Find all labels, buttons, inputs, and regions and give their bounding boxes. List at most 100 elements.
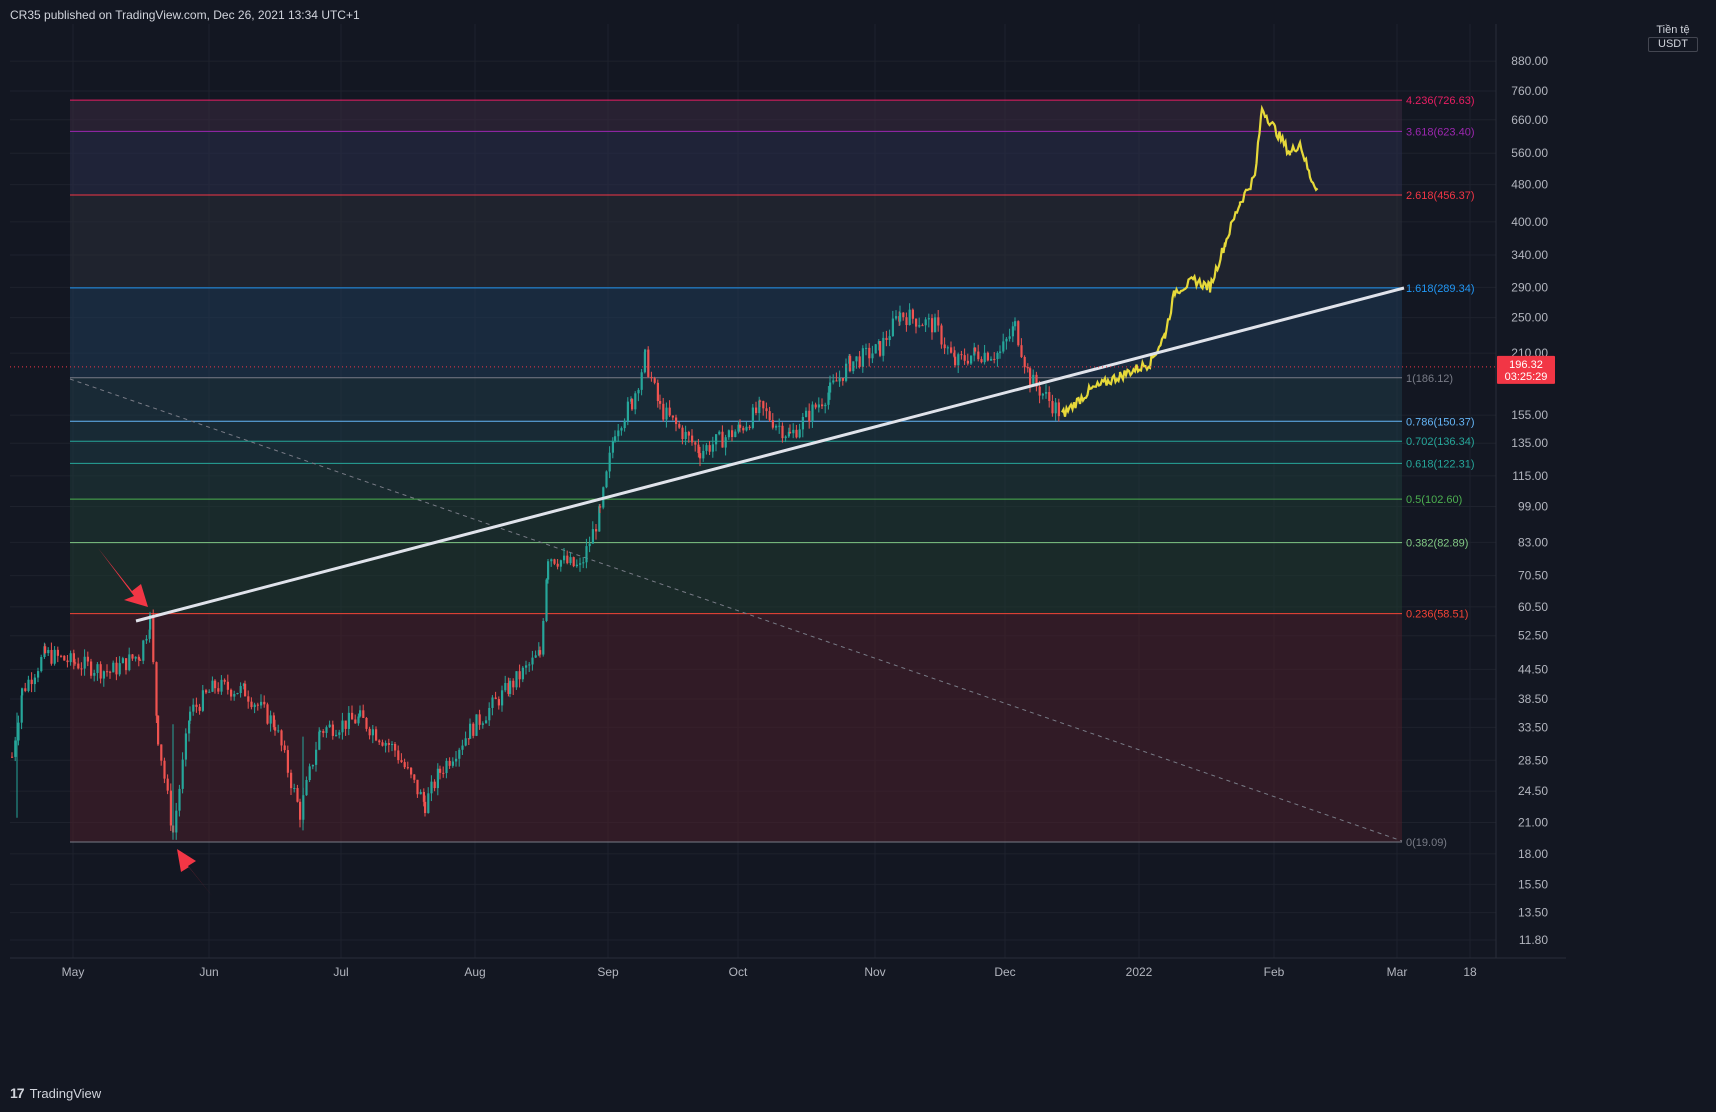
fib-level-label: 0(19.09) [1406,837,1447,849]
candle-body [986,352,989,361]
candle-body [999,351,1002,353]
candle-body [40,657,43,672]
candle-body [106,671,109,673]
candle-body [63,655,66,661]
candle-body [545,579,548,621]
candle-body [721,431,724,448]
candle-body [244,683,247,697]
candle-body [634,393,637,410]
fib-band [70,194,1402,288]
candle-body [53,649,56,664]
candle-body [885,337,888,341]
candle-body [341,720,344,733]
candle-body [724,437,727,448]
candle-body [137,656,140,660]
fib-level-label: 0.786(150.37) [1406,416,1475,428]
candle-body [328,724,331,728]
candle-body [640,372,643,390]
candle-body [406,767,409,769]
candle-body [260,701,263,706]
price-tick-label: 60.50 [1518,600,1548,614]
candle-body [347,712,350,729]
time-tick-label: Oct [729,965,748,979]
candle-body [410,767,413,775]
candle-body [647,349,650,377]
candle-body [687,431,690,436]
candle-body [694,442,697,445]
candle-body [614,436,617,442]
candle-body [542,620,545,655]
candle-body [253,704,256,708]
candle-body [497,699,500,706]
candle-body [169,790,172,826]
candle-body [778,425,781,427]
candle-body [512,680,515,688]
candle-body [759,400,762,402]
price-tick-label: 24.50 [1518,784,1548,798]
candle-body [157,715,160,745]
candle-body [977,351,980,360]
candle-body [662,403,665,420]
candle-body [579,563,582,565]
candle-body [338,732,341,735]
candle-body [214,680,217,689]
candle-body [357,716,360,724]
candle-body [112,662,115,673]
price-axis-panel [1496,24,1566,959]
candle-body [20,695,23,723]
candle-body [427,793,430,814]
candle-body [47,649,50,654]
candle-body [771,420,774,428]
candle-body [72,653,75,663]
candle-body [739,424,742,428]
candle-body [365,717,368,729]
candle-body [993,358,996,360]
time-tick-label: Sep [597,965,619,979]
candle-body [403,762,406,768]
candle-body [671,415,674,418]
tradingview-logo[interactable]: 17 TradingView [10,1085,101,1101]
candle-body [911,309,914,319]
time-tick-label: 2022 [1126,965,1153,979]
candle-body [272,715,275,728]
candle-body [467,738,470,740]
candle-body [192,704,195,712]
candle-body [879,341,882,356]
candle-body [784,436,787,439]
candle-body [824,404,827,407]
red-arrow-bottom [177,849,213,897]
candle-body [66,660,69,663]
candle-body [734,431,737,438]
candle-body [691,435,694,443]
currency-selector[interactable]: Tiền tệ USDT [1648,24,1698,52]
candle-body [792,429,795,434]
fib-level-label: 4.236(726.63) [1406,95,1475,107]
price-tick-label: 480.00 [1511,178,1548,192]
candle-body [668,407,671,416]
fib-level-label: 1(186.12) [1406,373,1453,385]
candle-body [142,640,145,661]
countdown-label: 03:25:29 [1505,371,1548,383]
candle-body [882,337,885,356]
candle-body [908,309,911,326]
candle-body [322,731,325,733]
candle-body [852,361,855,372]
candle-body [1054,402,1057,414]
candle-body [391,743,394,745]
candle-body [50,649,53,664]
fib-level-label: 3.618(623.40) [1406,126,1475,138]
candle-body [705,445,708,451]
chart-canvas[interactable]: 4.236(726.63) 3.618(623.40) 2.618(456.37) 1… [0,0,1716,1075]
candle-body [160,744,163,761]
candle-body [617,430,620,437]
candle-body [488,707,491,721]
candle-body [845,363,848,381]
candle-body [14,740,17,757]
candle-body [827,392,830,405]
candle-body [90,661,93,676]
price-tick-label: 38.50 [1518,692,1548,706]
yellow-projection-path [1061,104,1319,417]
candle-body [175,810,178,833]
candle-body [940,325,943,345]
candle-body [970,355,973,364]
